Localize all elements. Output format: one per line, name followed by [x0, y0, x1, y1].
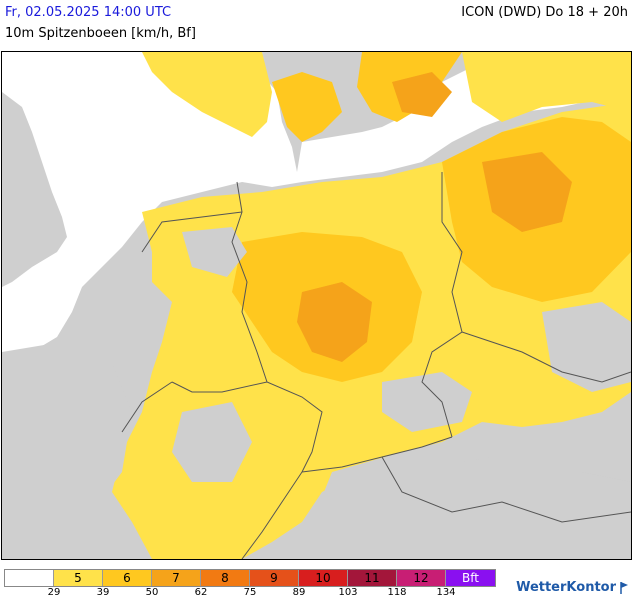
gray-patch-southwest	[172, 402, 252, 482]
gray-patch-east	[542, 302, 631, 392]
scandinavia	[142, 52, 272, 137]
denmark	[272, 72, 342, 142]
country-borders	[121, 172, 631, 559]
legend-threshold-label: 62	[194, 587, 208, 598]
zone-dark-orange	[297, 282, 372, 362]
legend-threshold-label: 39	[96, 587, 110, 598]
legend-swatch: 5	[54, 570, 103, 586]
forecast-datetime: Fr, 02.05.2025 14:00 UTC	[5, 5, 172, 20]
legend-swatch: 6	[103, 570, 152, 586]
legend-swatch: 12	[397, 570, 446, 586]
legend-threshold-label: 134	[436, 587, 456, 598]
legend-swatch: 8	[201, 570, 250, 586]
legend-threshold-label: 29	[47, 587, 61, 598]
wetterkontor-logo[interactable]: WetterKontor	[516, 580, 629, 595]
legend-swatch: Bft	[446, 570, 495, 586]
legend-threshold-label: 75	[243, 587, 257, 598]
sea-area	[2, 52, 631, 352]
baltic-east	[462, 52, 631, 122]
gray-patch-czech	[382, 372, 472, 432]
gust-map	[1, 51, 632, 560]
legend-swatch: 11	[348, 570, 397, 586]
zone-dark-orange-ne	[482, 152, 572, 232]
legend-swatch: 9	[250, 570, 299, 586]
zone-orange-dk	[392, 72, 452, 117]
legend-swatch: 10	[299, 570, 348, 586]
legend-threshold-label: 118	[387, 587, 407, 598]
brand-flag-icon	[620, 581, 628, 594]
model-run-label: ICON (DWD) Do 18 + 20h	[461, 5, 628, 20]
legend-swatch: 7	[152, 570, 201, 586]
legend-swatch	[5, 570, 54, 586]
gray-patch-france	[2, 342, 132, 552]
legend-threshold-label: 103	[338, 587, 358, 598]
gray-patch-alps	[302, 452, 631, 559]
parameter-title: 10m Spitzenboeen [km/h, Bf]	[5, 26, 196, 41]
great-britain	[2, 92, 67, 287]
color-legend: 5 6 7 8 9 10 11 12 Bft	[4, 569, 496, 587]
gray-patch-netherlands	[182, 227, 247, 277]
legend-thresholds: 29 39 50 62 75 89 103 118 134	[4, 587, 504, 599]
legend-threshold-label: 50	[145, 587, 159, 598]
brand-name: WetterKontor	[516, 580, 616, 595]
legend-threshold-label: 89	[292, 587, 306, 598]
